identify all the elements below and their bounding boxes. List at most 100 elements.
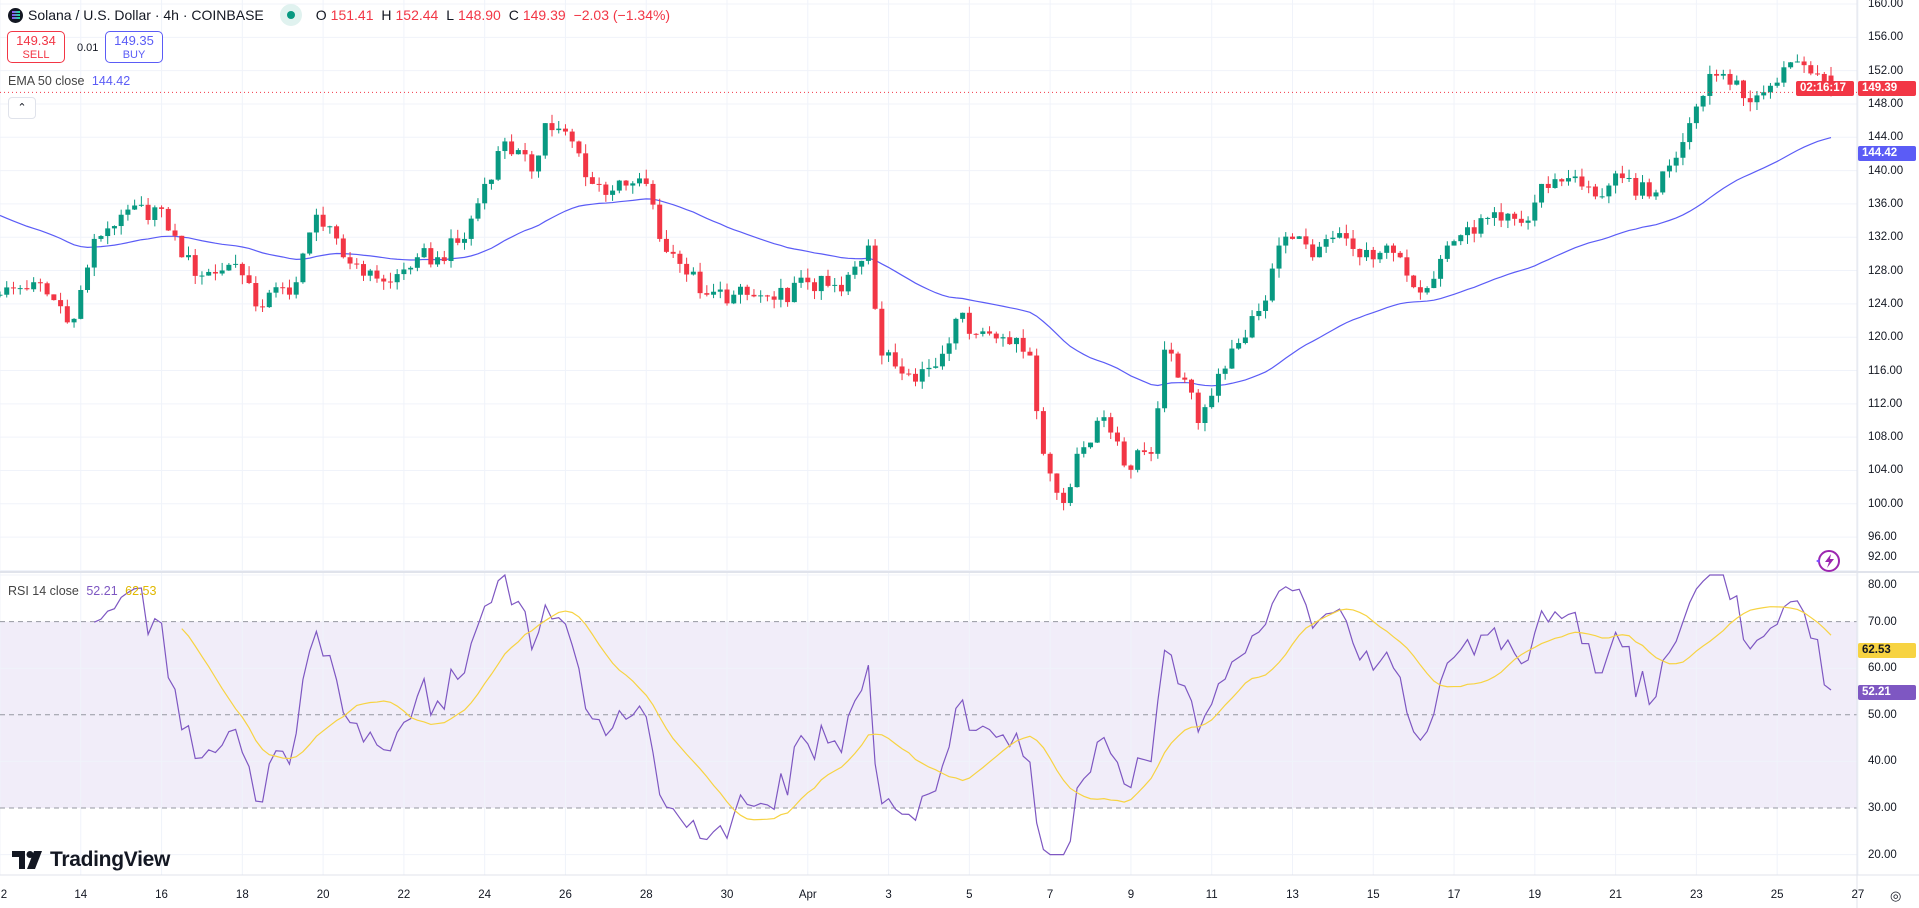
time-axis-label: 2 <box>0 889 8 901</box>
candle-up <box>1660 171 1666 193</box>
candle-down <box>51 294 57 301</box>
candle-up <box>367 270 373 276</box>
time-axis-label: 20 <box>316 889 330 901</box>
tradingview-logo[interactable]: TradingView <box>12 848 170 872</box>
candle-down <box>1592 186 1598 197</box>
price-axis-label: 152.00 <box>1868 64 1904 77</box>
candle-down <box>569 131 575 142</box>
candle-down <box>993 333 999 339</box>
candle-up <box>933 366 939 368</box>
candle-up <box>488 179 494 184</box>
candle-up <box>71 318 77 323</box>
sell-label: SELL <box>22 49 50 61</box>
candle-up <box>1572 176 1578 179</box>
candle-up <box>185 255 191 258</box>
candle-up <box>17 288 23 290</box>
candle-down <box>381 278 387 282</box>
buy-button[interactable]: 149.35 BUY <box>105 31 163 63</box>
candle-up <box>1249 316 1255 338</box>
candle-down <box>320 214 326 227</box>
candle-down <box>966 312 972 334</box>
candle-up <box>475 203 481 219</box>
candle-down <box>1357 248 1363 258</box>
buy-label: BUY <box>122 49 146 61</box>
rsi-axis-label: 40.00 <box>1868 755 1897 768</box>
candle-up <box>630 183 636 186</box>
candle-up <box>206 271 212 276</box>
time-axis-label: 30 <box>720 889 734 901</box>
candle-up <box>313 214 319 233</box>
time-axis-label: 17 <box>1447 889 1461 901</box>
bar-countdown: 02:16:17 <box>1796 81 1854 96</box>
candle-down <box>892 352 898 367</box>
candle-up <box>1680 142 1686 158</box>
candle-down <box>1020 337 1026 352</box>
candle-up <box>758 295 764 297</box>
rsi-line <box>93 573 1832 856</box>
price-axis-label: 100.00 <box>1868 497 1904 510</box>
candle-up <box>1525 220 1531 223</box>
candle-down <box>280 287 286 289</box>
candle-down <box>1289 236 1295 239</box>
candle-down <box>179 235 185 258</box>
candle-down <box>1148 452 1154 454</box>
candle-down <box>347 257 353 264</box>
rsi-tag: 52.21 <box>1858 685 1916 700</box>
ema-legend[interactable]: EMA 50 close 144.42 <box>8 74 130 88</box>
candle-down <box>697 271 703 294</box>
sell-button[interactable]: 149.34 SELL <box>7 31 65 63</box>
candle-down <box>1047 453 1053 474</box>
candle-down <box>589 177 595 184</box>
candle-up <box>1438 258 1444 279</box>
candle-down <box>1121 441 1127 466</box>
candle-up <box>1754 95 1760 103</box>
sell-price: 149.34 <box>16 33 56 48</box>
candle-up <box>1263 300 1269 311</box>
candle-up <box>1162 349 1168 409</box>
symbol-title[interactable]: Solana / U.S. Dollar · 4h · COINBASE <box>28 7 264 23</box>
rsi-ma-value: 62.53 <box>125 584 157 598</box>
low-value: 148.90 <box>458 7 501 23</box>
candle-up <box>1532 202 1538 221</box>
price-axis-label: 112.00 <box>1868 397 1903 410</box>
candle-up <box>1478 218 1484 234</box>
candle-up <box>125 209 131 215</box>
spread-value: 0.01 <box>77 42 99 54</box>
candle-up <box>1269 268 1275 301</box>
candle-down <box>455 238 461 243</box>
candle-up <box>1377 252 1383 260</box>
settings-eye-icon[interactable]: ◎ <box>1890 888 1902 903</box>
candle-down <box>879 308 885 356</box>
candle-up <box>919 369 925 382</box>
candle-up <box>865 245 871 261</box>
candle-down <box>1370 249 1376 260</box>
candle-down <box>583 153 589 178</box>
candle-up <box>448 238 454 262</box>
candle-up <box>960 312 966 319</box>
candle-down <box>1545 183 1551 188</box>
price-axis-label: 120.00 <box>1868 331 1904 344</box>
lightning-alert-icon[interactable] <box>1813 548 1841 579</box>
candle-up <box>1720 73 1726 76</box>
candle-down <box>260 306 266 308</box>
candle-up <box>1707 73 1713 96</box>
candle-down <box>286 287 292 295</box>
candle-down <box>334 226 340 239</box>
price-axis-label: 140.00 <box>1868 164 1904 177</box>
price-axis-label: 132.00 <box>1868 231 1904 244</box>
time-axis-label: 11 <box>1205 889 1218 901</box>
candle-up <box>1465 227 1471 236</box>
candle-up <box>118 214 124 227</box>
candle-down <box>340 238 346 258</box>
candle-down <box>785 287 791 303</box>
candle-up <box>737 286 743 295</box>
candle-down <box>1182 377 1188 380</box>
rsi-legend[interactable]: RSI 14 close 52.21 62.53 <box>8 584 156 598</box>
candle-up <box>1135 450 1141 470</box>
candle-down <box>37 282 43 284</box>
candle-up <box>711 291 717 295</box>
candle-up <box>556 128 562 131</box>
collapse-legend-button[interactable]: ⌃ <box>8 97 36 119</box>
candle-down <box>1633 177 1639 196</box>
